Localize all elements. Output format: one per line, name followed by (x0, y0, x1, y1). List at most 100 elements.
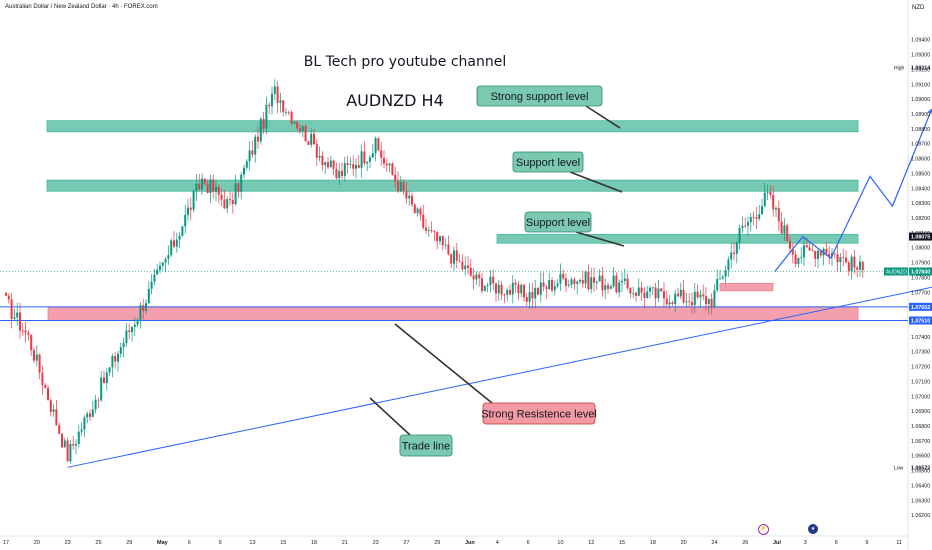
price-tag-name-bg (884, 267, 908, 276)
candle-body (321, 155, 324, 166)
price-tag-name: High (894, 65, 905, 71)
candle-body (187, 207, 189, 215)
candle-body (623, 278, 626, 281)
candle-body (318, 155, 321, 158)
candle-body (682, 289, 685, 303)
price-tag-name: AUDNZD (886, 269, 907, 275)
price-tick-label: 1.06300 (911, 498, 930, 504)
candle-body (455, 250, 458, 261)
time-axis[interactable]: 17 20 23 25 29 May 6 9 13 15 18 21 23 27 29 Jun 4 6 10 12 15… (3, 540, 902, 546)
trend-line[interactable] (67, 260, 932, 468)
trade-line-callout-box[interactable] (399, 434, 453, 457)
calendar-event-icon[interactable]: ⚡ (758, 524, 769, 535)
flag-icon[interactable]: ★ (808, 524, 818, 534)
candle-body (103, 377, 105, 384)
support-zone-1 (46, 179, 859, 192)
candle-body (377, 138, 380, 151)
price-tick-label: 1.07400 (911, 335, 930, 341)
candle-body (198, 183, 201, 190)
price-tick-label: 1.07200 (911, 365, 930, 371)
candle-body (335, 168, 338, 179)
candle-body (654, 287, 657, 299)
time-tick-label: 17 (3, 540, 9, 546)
candle-body (189, 207, 192, 210)
candle-body (444, 244, 447, 246)
chart-subtitle: AUDNZD H4 (346, 91, 444, 110)
candle-body (542, 282, 545, 287)
candle-body (21, 330, 24, 332)
candle-body (119, 347, 122, 354)
candle-body (744, 225, 747, 227)
time-tick-label: 6 (835, 540, 838, 546)
price-tag-bg (909, 302, 932, 311)
support-level-callout-2: Support level (526, 217, 590, 229)
strong-support-level-callout-box[interactable] (476, 85, 603, 107)
candle-body (285, 111, 287, 113)
support-level-callout-1-box[interactable] (512, 151, 584, 173)
candle-body (817, 250, 819, 259)
candle-body (691, 302, 693, 306)
time-tick-label: 18 (311, 540, 317, 546)
candle-body (483, 286, 486, 291)
time-tick-label: 18 (650, 540, 656, 546)
candle-body (290, 112, 293, 124)
candle-body (805, 245, 808, 248)
price-tick-label: 1.09200 (911, 67, 930, 73)
candle-body (450, 254, 453, 264)
candle-body (441, 236, 444, 246)
candle-body (13, 317, 16, 319)
candle-body (310, 133, 313, 145)
candle-body (63, 440, 66, 448)
candle-body (237, 183, 240, 192)
support-level-callout-2-leader (575, 231, 625, 247)
strong-resistance-level-callout-box[interactable] (482, 402, 596, 425)
time-tick-label: 3 (804, 540, 807, 546)
candle-body (430, 229, 433, 232)
candle-body (486, 285, 489, 287)
price-tick-label: 1.06500 (911, 469, 930, 475)
candle-body (570, 279, 573, 285)
price-tick-label: 1.09100 (911, 82, 930, 88)
candle-body (721, 276, 724, 279)
candle-body (72, 443, 75, 446)
candle-body (808, 247, 811, 251)
candle-body (184, 214, 187, 227)
support-zone-2 (496, 233, 859, 244)
candle-body (649, 287, 651, 292)
candle-body (534, 288, 537, 299)
candle-body (646, 291, 649, 298)
candle-body (467, 265, 469, 268)
candle-body (786, 225, 789, 241)
strong-resistance-zone (47, 306, 859, 321)
candle-body (293, 122, 296, 124)
candle-body (363, 151, 366, 164)
candle-body (497, 284, 500, 294)
price-tick-label: 1.06700 (911, 439, 930, 445)
candle-body (677, 293, 679, 297)
candle-body (696, 291, 699, 298)
candle-body (301, 125, 304, 131)
candle-body (279, 100, 282, 103)
candle-body (780, 221, 783, 234)
price-tick-label: 1.08000 (911, 246, 930, 252)
candle-body (537, 288, 539, 295)
price-tag-name: Low (894, 465, 904, 471)
candle-body (296, 122, 299, 129)
candle-body (58, 425, 61, 434)
candle-body (741, 225, 744, 228)
time-tick-label: 10 (557, 540, 563, 546)
time-tick-label: Jun (465, 540, 475, 546)
candle-body (511, 282, 514, 295)
candle-body (464, 265, 467, 270)
time-tick-label: 12 (588, 540, 594, 546)
candle-body (629, 288, 632, 294)
candle-body (125, 330, 128, 343)
candle-body (495, 283, 497, 294)
projection-path[interactable] (774, 109, 932, 272)
support-level-callout-2-box[interactable] (524, 211, 592, 233)
time-tick-label: 9 (865, 540, 868, 546)
candle-body (425, 227, 427, 231)
price-axis[interactable]: 1.06200 1.06300 1.06400 1.06500 1.06600 1.067… (911, 38, 930, 519)
candle-body (635, 292, 637, 296)
